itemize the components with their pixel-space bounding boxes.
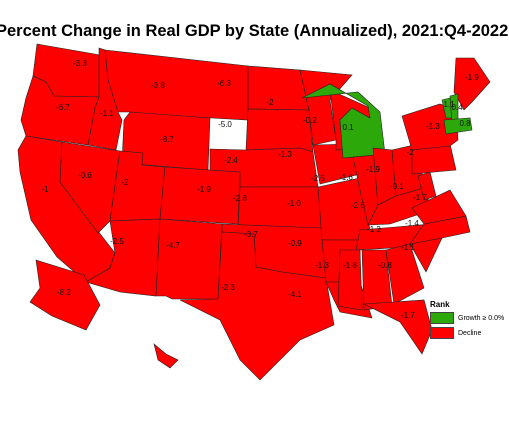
state-value-mo: -1.0 [287,199,301,208]
state-value-wa: -3.3 [73,59,87,68]
state-value-vt: 1.1 [443,100,455,109]
state-value-ky: -2.6 [351,201,365,210]
state-value-pa: -2 [406,148,414,157]
legend-swatch-growth [430,312,454,324]
state-value-mi: 0.1 [342,123,354,132]
state-value-wi: -0.2 [303,116,317,125]
state-value-tn: -1.2 [367,225,381,234]
state-value-ar: -0.9 [288,239,302,248]
state-value-tx: -2.3 [221,283,235,292]
state-me [453,57,491,111]
state-value-sd: -5.0 [218,120,232,129]
state-value-nv: -0.6 [78,171,92,180]
state-ny [401,103,459,151]
state-value-ut: -2 [121,178,129,187]
state-value-la: -4.1 [288,290,302,299]
legend-title: Rank [430,300,450,309]
state-value-ms: -1.3 [315,261,329,270]
state-value-az: -2.5 [110,237,124,246]
state-value-co: -1.9 [197,185,211,194]
state-wv [417,171,437,201]
legend-label-growth: Growth ≥ 0.0% [458,314,505,322]
state-value-al: -1.8 [343,261,357,270]
state-value-ny: -1.3 [426,122,440,131]
state-mi [301,83,386,159]
state-value-nh: 0.4 [451,103,463,112]
state-value-ma: 0.8 [459,119,471,128]
state-value-in: -1.6 [339,173,353,182]
state-value-ks: -2.8 [233,194,247,203]
state-value-id: -1.1 [100,109,114,118]
state-value-ca: -1 [41,185,49,194]
state-value-fl: -1.7 [401,311,415,320]
state-ga [385,243,425,305]
state-nv [59,141,121,234]
state-va [411,189,467,225]
legend-label-decline: Decline [458,329,482,337]
state-value-il: -2.5 [311,174,325,183]
state-value-oh: -1.9 [366,165,380,174]
state-fl [362,299,433,355]
state-value-mt: -3.8 [151,81,165,90]
state-value-nm: -4.7 [166,241,180,250]
state-value-va: -1.7 [413,193,427,202]
state-wy [121,111,211,171]
legend: Rank Growth ≥ 0.0% Decline [430,300,504,342]
state-value-or: -6.7 [56,103,70,112]
state-ak [29,259,101,331]
state-hi [153,343,179,369]
legend-swatch-decline [430,327,454,339]
state-value-me: -1.9 [465,73,479,82]
state-value-nc: -1.4 [405,219,419,228]
legend-item-growth: Growth ≥ 0.0% [430,312,504,324]
state-value-sc: -1.1 [401,243,415,252]
state-value-mn: -2 [266,98,274,107]
state-co [159,166,241,225]
state-nd [247,65,310,111]
state-value-ga: -0.8 [378,261,392,270]
map-title: Percent Change in Real GDP by State (Ann… [0,22,509,40]
state-value-nd: -6.3 [217,79,231,88]
state-nm [155,218,223,300]
legend-item-decline: Decline [430,327,504,339]
state-value-ak: -8.2 [57,288,71,297]
state-ks [237,186,323,229]
state-value-ok: -3.7 [244,230,258,239]
state-ms [337,249,363,311]
state-value-wy: -8.7 [160,135,174,144]
state-ma [443,117,473,135]
state-tx [179,231,335,381]
state-value-wv: -0.1 [390,182,404,191]
state-value-ia: -1.3 [278,150,292,159]
state-value-ne: -2.4 [224,156,238,165]
